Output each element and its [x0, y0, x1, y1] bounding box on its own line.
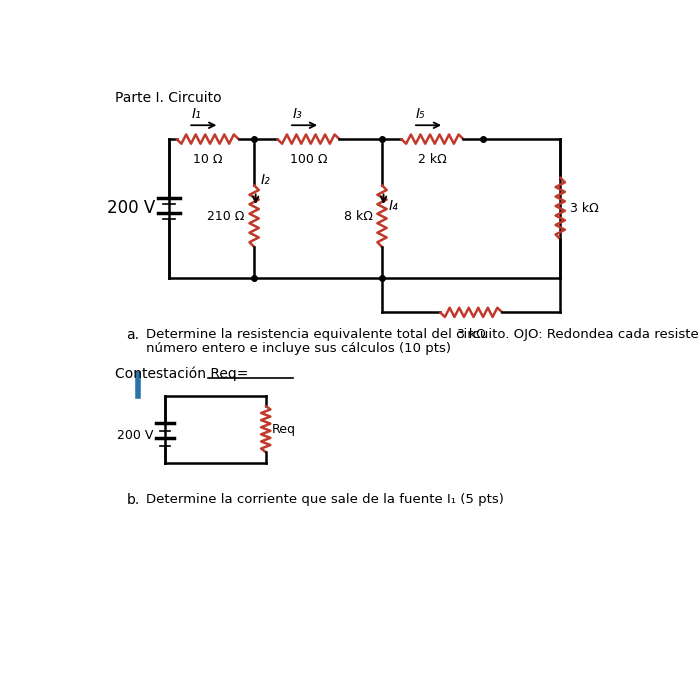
Text: I₄: I₄	[389, 199, 398, 213]
Text: b.: b.	[126, 494, 139, 507]
Text: 100 Ω: 100 Ω	[290, 153, 327, 166]
Text: 3 kΩ: 3 kΩ	[570, 202, 598, 215]
Text: I₁: I₁	[192, 106, 202, 121]
Text: 10 Ω: 10 Ω	[193, 153, 223, 166]
Text: Parte I. Circuito: Parte I. Circuito	[115, 91, 221, 104]
Text: Determine la resistencia equivalente total del circuito. OJO: Redondea cada resi: Determine la resistencia equivalente tot…	[146, 327, 700, 341]
Text: I₃: I₃	[293, 106, 302, 121]
Text: I₅: I₅	[415, 106, 425, 121]
Text: 200 V: 200 V	[106, 199, 155, 218]
Text: 200 V: 200 V	[117, 428, 153, 441]
Text: número entero e incluye sus cálculos (10 pts): número entero e incluye sus cálculos (10…	[146, 342, 451, 355]
Text: Determine la corriente que sale de la fuente I₁ (5 pts): Determine la corriente que sale de la fu…	[146, 494, 503, 506]
Text: a.: a.	[126, 327, 139, 342]
Text: I₂: I₂	[260, 173, 270, 186]
Text: Req: Req	[272, 422, 296, 435]
Text: Contestación Req=: Contestación Req=	[115, 366, 248, 381]
Text: 8 kΩ: 8 kΩ	[344, 210, 372, 222]
Text: 2 kΩ: 2 kΩ	[418, 153, 447, 166]
Text: 3 kΩ: 3 kΩ	[456, 327, 486, 341]
Text: 210 Ω: 210 Ω	[207, 210, 245, 222]
